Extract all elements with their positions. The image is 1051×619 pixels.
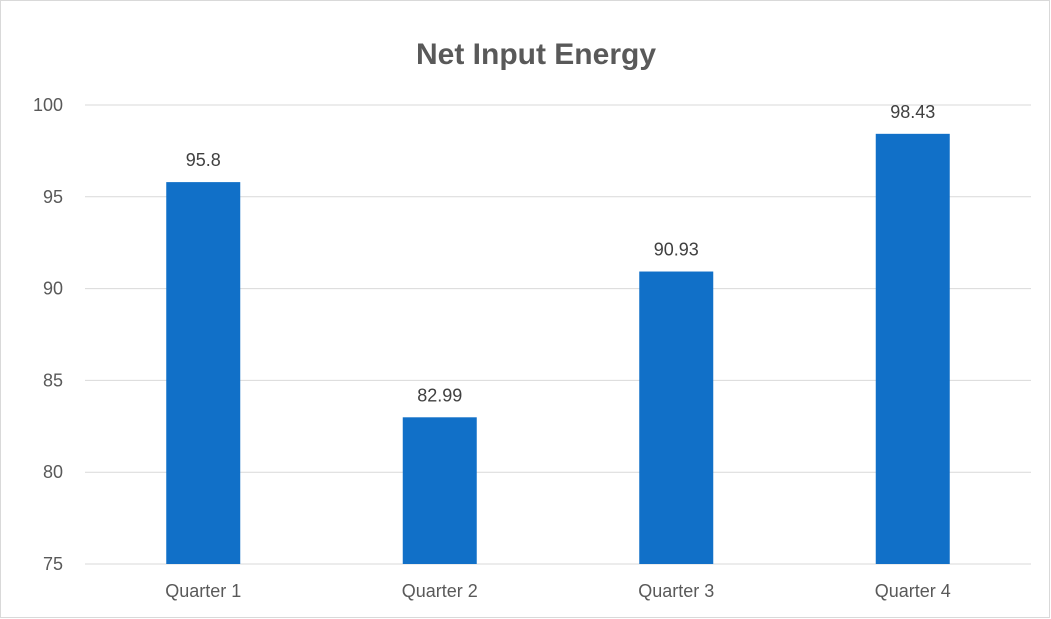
y-tick-label: 100: [33, 95, 63, 115]
x-tick-label: Quarter 3: [638, 581, 714, 601]
y-tick-label: 95: [43, 187, 63, 207]
x-tick-label: Quarter 2: [402, 581, 478, 601]
data-labels: 95.8 82.99 90.93 98.43: [186, 102, 936, 405]
bar: [639, 271, 714, 564]
data-label: 82.99: [417, 385, 462, 405]
y-tick-label: 85: [43, 370, 63, 390]
chart-title: Net Input Energy: [416, 38, 656, 71]
y-axis-tick-labels: 75 80 85 90 95 100: [33, 95, 63, 574]
bar: [875, 133, 950, 564]
x-tick-label: Quarter 4: [875, 581, 951, 601]
bar: [166, 182, 241, 564]
data-label: 90.93: [654, 240, 699, 260]
x-tick-label: Quarter 1: [165, 581, 241, 601]
x-axis-tick-labels: Quarter 1 Quarter 2 Quarter 3 Quarter 4: [165, 581, 951, 601]
bars: [166, 133, 950, 564]
gridlines: [85, 104, 1031, 565]
data-label: 98.43: [890, 102, 935, 122]
bar: [402, 417, 477, 564]
y-tick-label: 75: [43, 554, 63, 574]
data-label: 95.8: [186, 150, 221, 170]
y-tick-label: 80: [43, 462, 63, 482]
y-tick-label: 90: [43, 279, 63, 299]
